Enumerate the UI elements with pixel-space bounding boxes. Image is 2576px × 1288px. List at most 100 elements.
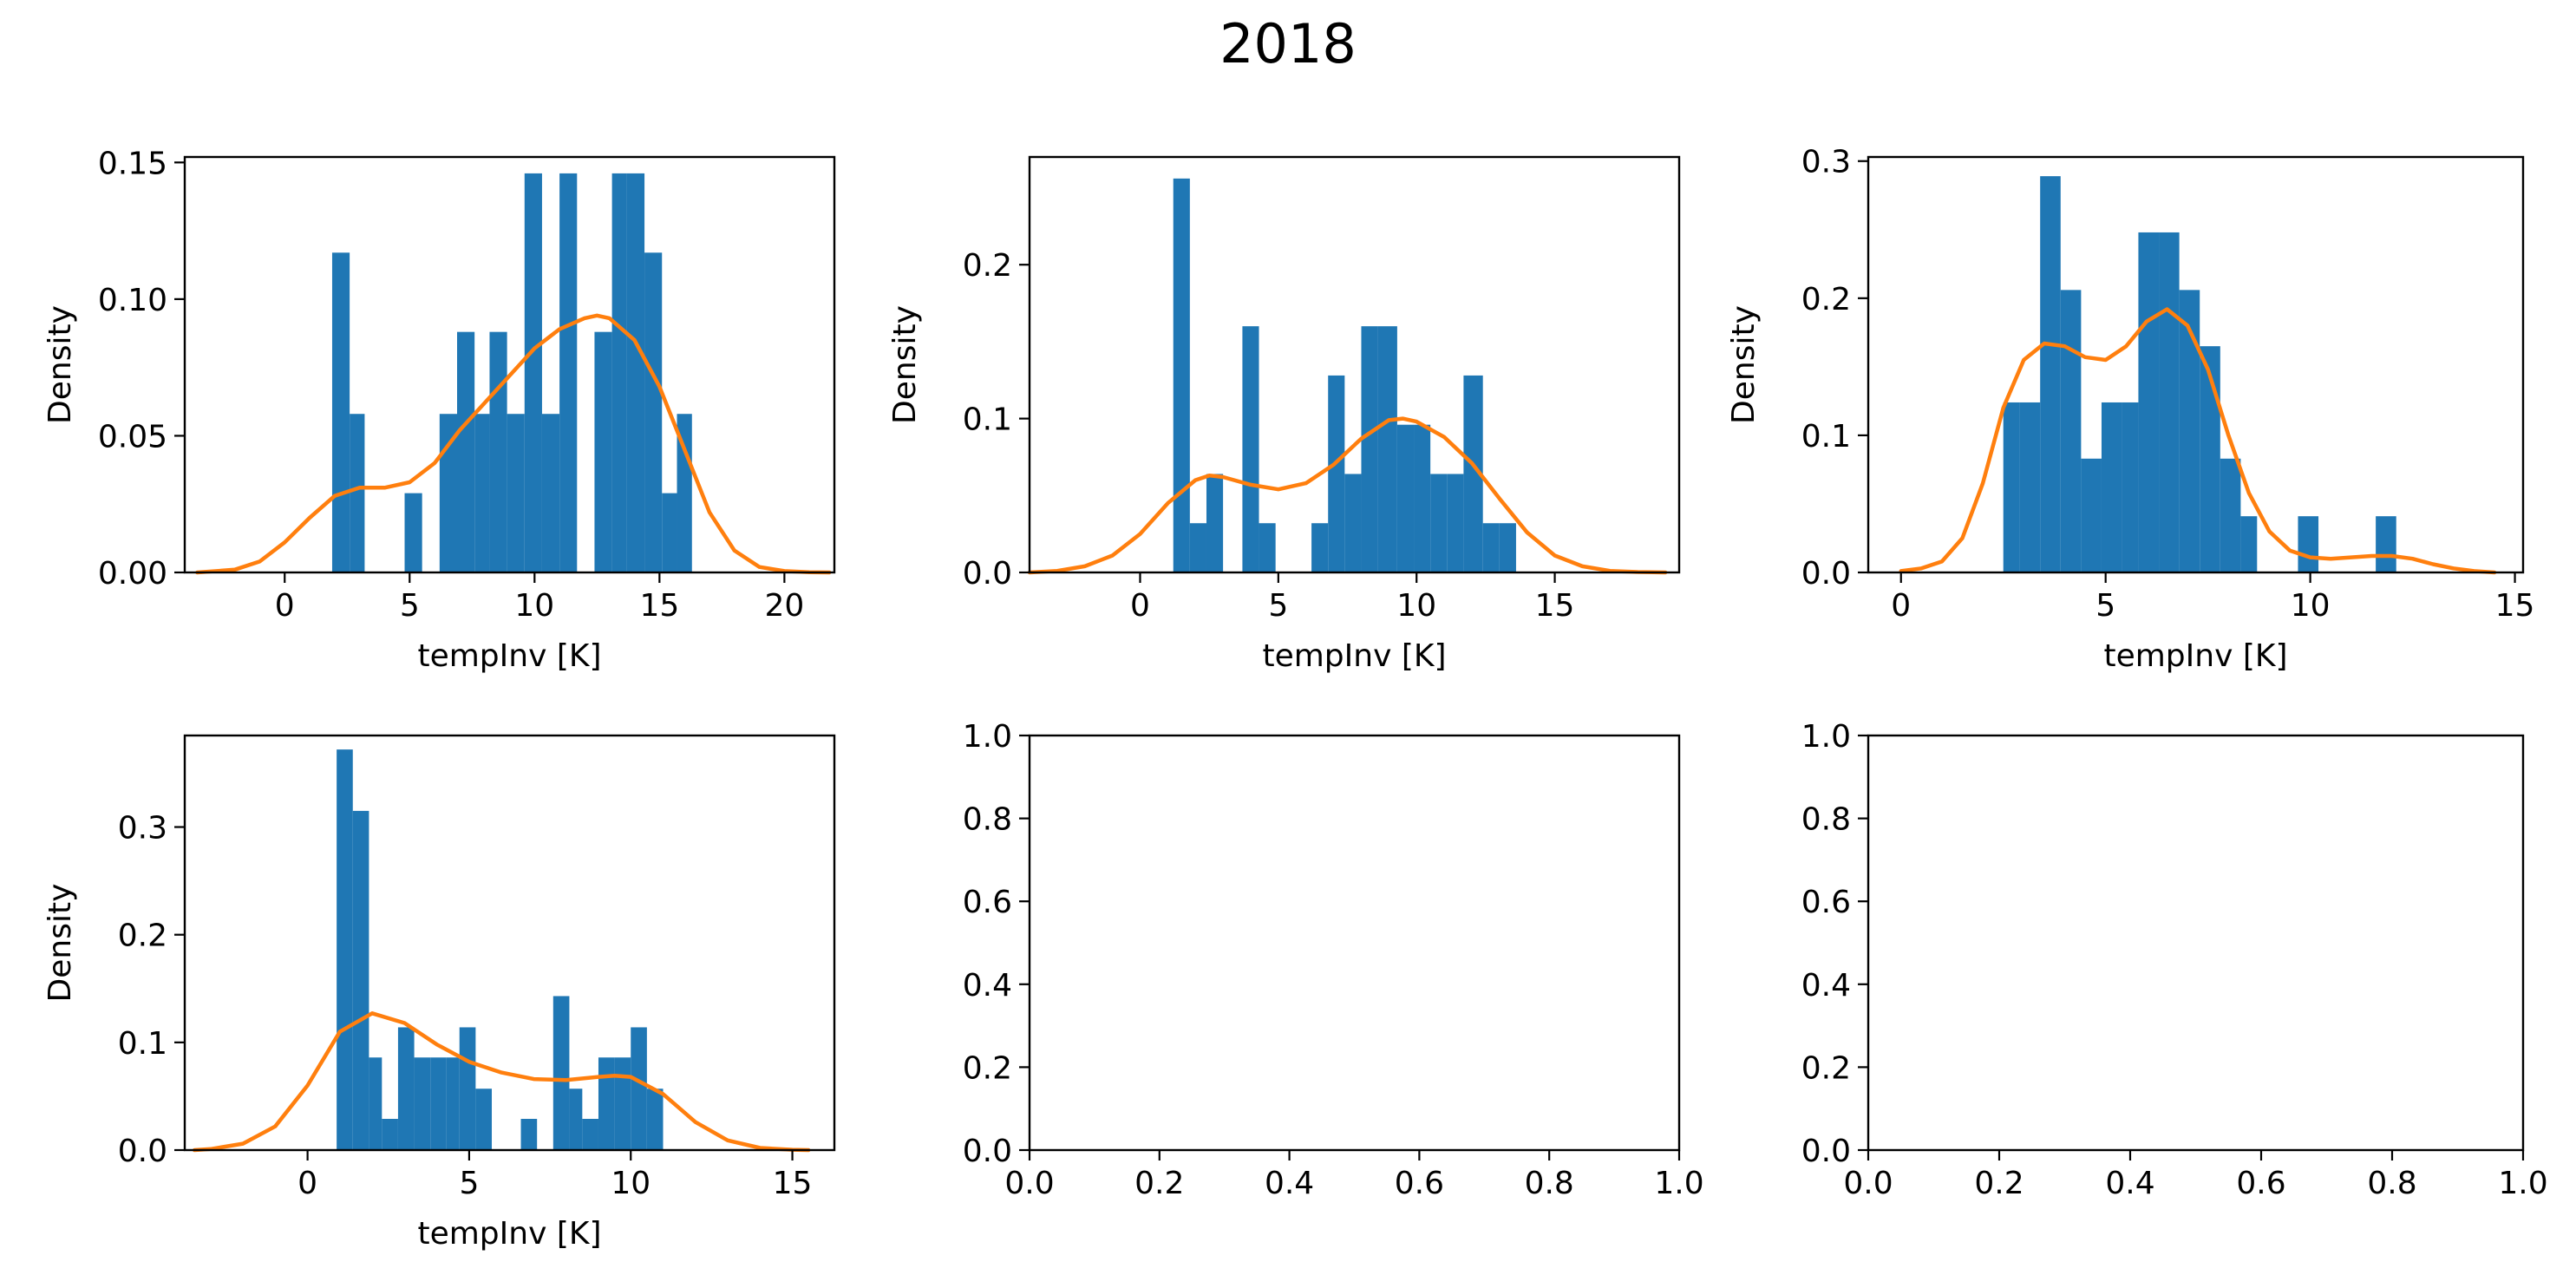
axes-frame [1028, 155, 1681, 574]
y-tick-label: 0.2 [118, 919, 167, 954]
subplot-4: 0 5 10 15 0.0 0.1 0.2 0.3 tempInv [K] Density [42, 734, 836, 1252]
histogram-bar [1173, 178, 1190, 572]
subplot-3: 0 5 10 15 0.0 0.1 0.2 0.3 tempInv [K] Density [1726, 145, 2534, 674]
y-axis-label: Density [887, 305, 923, 424]
histogram-bar [1414, 424, 1431, 572]
histogram-bar [397, 1027, 415, 1150]
x-tick-label: 5 [400, 588, 420, 624]
x-tick-label: 10 [514, 588, 554, 624]
histogram-bar [569, 1089, 583, 1150]
histogram-bar [489, 331, 507, 572]
x-tick-label: 15 [639, 588, 679, 624]
x-tick-label: 0 [275, 588, 295, 624]
histogram-bar [2159, 232, 2180, 572]
histogram-bar [2060, 290, 2082, 572]
histogram-bar [457, 331, 475, 572]
subplot-1: 0 5 10 15 20 0.00 0.05 0.10 0.15 tempInv [K] Densi… [42, 146, 836, 674]
histogram-bar [1499, 523, 1516, 572]
histogram-bar [2003, 402, 2020, 572]
histogram-bar [331, 252, 350, 572]
y-tick-label: 1.0 [1801, 719, 1851, 755]
histogram-bar [430, 1057, 447, 1150]
y-tick-label: 0.1 [1801, 419, 1851, 454]
x-tick-label: 1.0 [2498, 1166, 2547, 1201]
histogram-bar [2220, 458, 2241, 572]
histogram-bar [1344, 474, 1362, 572]
kde-line [192, 1011, 811, 1153]
histogram-bar [594, 331, 612, 572]
histogram-bar [1463, 375, 1483, 572]
histogram-bar [2101, 402, 2122, 572]
histogram-bar [2019, 402, 2041, 572]
x-tick-label: 0.0 [1004, 1166, 1054, 1201]
y-tick-label: 0.0 [1801, 1134, 1851, 1169]
y-tick-label: 0.2 [963, 1050, 1012, 1086]
y-tick-label: 0.0 [963, 556, 1012, 592]
x-tick-label: 0.8 [2367, 1166, 2416, 1201]
y-tick-label: 1.0 [963, 719, 1012, 755]
histogram-bar [369, 1057, 382, 1150]
histogram-bar [414, 1057, 431, 1150]
y-tick-label: 0.0 [1801, 556, 1851, 592]
histogram-bar [1311, 523, 1329, 572]
y-tick-label: 0.0 [963, 1134, 1012, 1169]
axes-frame [183, 734, 836, 1152]
subplot-5: 0.0 0.2 0.4 0.6 0.8 1.0 0.0 0.2 0.4 0.6 0.8 1.0 [963, 719, 1704, 1201]
histogram-bar [1430, 474, 1448, 572]
histogram-bar [350, 414, 365, 572]
histogram-bar [1447, 474, 1464, 572]
y-tick-label: 0.4 [1801, 968, 1851, 1004]
histogram-bar [2376, 516, 2396, 572]
x-axis-label: tempInv [K] [1262, 638, 1446, 674]
histogram-bar [2122, 402, 2139, 572]
histogram-bar [2179, 290, 2200, 572]
histogram-bar [1328, 375, 1345, 572]
histogram-bar [614, 1057, 631, 1150]
x-tick-label: 0.0 [1843, 1166, 1893, 1201]
histogram-bar [1396, 424, 1415, 572]
histogram-bar [2081, 458, 2102, 572]
histogram-bar [2240, 516, 2258, 572]
x-tick-label: 1.0 [1654, 1166, 1703, 1201]
histogram-bar [611, 173, 627, 572]
x-tick-label: 0.8 [1525, 1166, 1574, 1201]
x-axis-label: tempInv [K] [417, 1216, 601, 1252]
histogram-bar [459, 1027, 476, 1150]
histogram-bar [352, 810, 369, 1150]
y-axis-label: Density [42, 884, 78, 1003]
histogram-bar [446, 1057, 460, 1150]
histogram-bar [626, 173, 645, 572]
histogram-bar [1242, 326, 1259, 572]
histogram-bar [1361, 326, 1378, 572]
y-tick-label: 0.05 [98, 419, 167, 454]
y-tick-label: 0.2 [1801, 282, 1851, 317]
x-tick-label: 10 [1396, 588, 1436, 624]
histogram-bar [1206, 474, 1224, 572]
histogram-bar [2040, 176, 2061, 572]
x-tick-label: 0.6 [2236, 1166, 2285, 1201]
x-tick-label: 0.4 [1265, 1166, 1314, 1201]
histogram-bar [524, 173, 542, 572]
histogram-bar [2298, 516, 2319, 572]
subplot-6: 0.0 0.2 0.4 0.6 0.8 1.0 0.0 0.2 0.4 0.6 0.8 1.0 [1801, 719, 2548, 1201]
histogram-bar [520, 1118, 538, 1150]
y-tick-label: 0.15 [98, 146, 167, 181]
histogram-bar [382, 1118, 398, 1150]
histogram-bar [662, 493, 677, 572]
x-tick-label: 0 [297, 1166, 317, 1201]
x-tick-label: 0.4 [2105, 1166, 2154, 1201]
y-tick-label: 0.3 [1801, 145, 1851, 180]
histogram-bar [507, 414, 525, 572]
figure-title: 2018 [1219, 12, 1357, 75]
histogram-bar [646, 1089, 664, 1150]
axes-frame [1867, 155, 2525, 574]
y-tick-label: 0.2 [1801, 1050, 1851, 1086]
x-tick-label: 5 [2095, 588, 2115, 624]
x-tick-label: 0.2 [1974, 1166, 2024, 1201]
axes-frame [183, 155, 836, 574]
kde-line [1899, 307, 2497, 575]
y-tick-label: 0.3 [118, 811, 167, 847]
histogram-bar [404, 493, 422, 572]
histogram-bar [474, 414, 490, 572]
